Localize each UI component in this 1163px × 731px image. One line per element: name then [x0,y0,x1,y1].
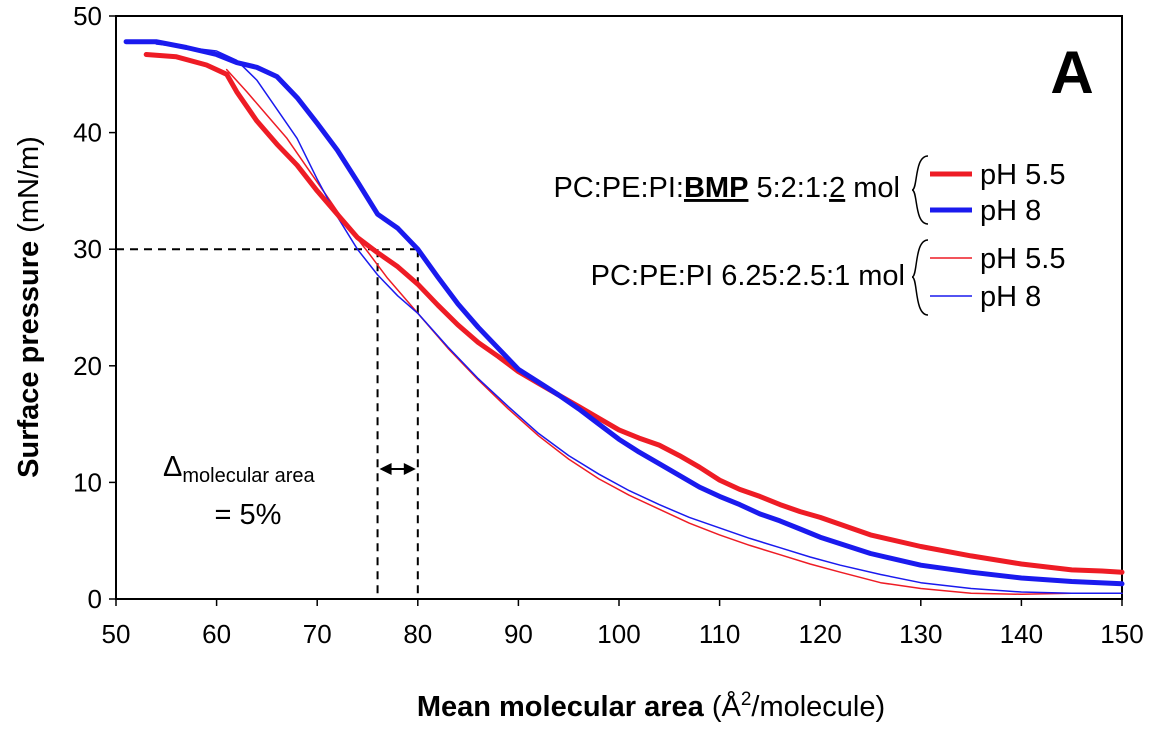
legend-group-label-bmp: PC:PE:PI:BMP 5:2:1:2 mol [553,172,900,204]
series-layer [123,39,1125,596]
y-axis-title-bold: Surface pressure [13,241,45,478]
x-tick-label: 60 [202,619,231,649]
legend-entry-bmp-ph8: pH 8 [980,195,1041,227]
legend-group-label-bmp-mid: 5:2:1: [748,172,829,204]
legend-group-label-control: PC:PE:PI 6.25:2.5:1 mol [591,260,905,292]
delta-subscript: molecular area [182,465,315,487]
x-tick-label: 70 [303,619,332,649]
delta-arrow-head-left [379,463,392,475]
panel-label: A [1050,39,1093,106]
legend-entry-control-ph55: pH 5.5 [980,243,1065,275]
x-tick-label: 130 [899,619,942,649]
legend-brace-2 [911,239,929,316]
x-tick-label: 120 [799,619,842,649]
x-axis-title-bold: Mean molecular area [417,691,705,723]
axis-ticks: 50 60 70 80 90 100 110 120 130 140 150 0 10 20 30 40 50 [73,1,1144,649]
x-axis-title-unit-sup: 2 [741,689,752,710]
x-tick-label: 50 [102,619,131,649]
y-tick-label: 30 [73,234,102,264]
x-axis-title-unit-post: /molecule) [751,691,885,723]
x-tick-label: 110 [699,619,740,649]
series-line-thick-ph-8 [123,39,1125,587]
legend-group-label-bmp-underline: 2 [829,172,845,204]
x-tick-label: 80 [403,619,432,649]
legend-group-label-bmp-pre: PC:PE:PI: [553,172,684,204]
legend-group-label-bmp-bold: BMP [684,172,748,204]
delta-annotation-label: Δmolecular area [163,451,316,487]
legend-group-label-bmp-post: mol [845,172,900,204]
delta-arrow-head-right [403,463,416,475]
legend-entry-bmp-ph55: pH 5.5 [980,159,1065,191]
x-tick-label: 140 [1000,619,1043,649]
y-tick-label: 0 [88,584,102,614]
series-line-thin-ph-8 [155,43,1123,594]
y-tick-label: 50 [73,1,102,31]
y-tick-label: 10 [73,467,102,497]
y-axis-title: Surface pressure (mN/m) [13,136,45,478]
x-axis-title-unit-pre: (Å [712,690,742,723]
x-tick-label: 100 [597,619,640,649]
y-tick-label: 40 [73,118,102,148]
x-axis-title: Mean molecular area (Å2/molecule) [417,689,885,723]
legend-brace-1 [911,155,929,225]
x-tick-label: 90 [504,619,533,649]
x-tick-label: 150 [1100,619,1143,649]
y-tick-label: 20 [73,351,102,381]
delta-annotation-value: = 5% [215,499,282,531]
reference-lines [116,248,419,599]
series-line-thin-ph-5-5 [225,68,1123,596]
legend-entry-control-ph8: pH 8 [980,281,1041,313]
y-axis-title-unit: (mN/m) [13,136,45,233]
delta-symbol: Δ [163,451,182,483]
